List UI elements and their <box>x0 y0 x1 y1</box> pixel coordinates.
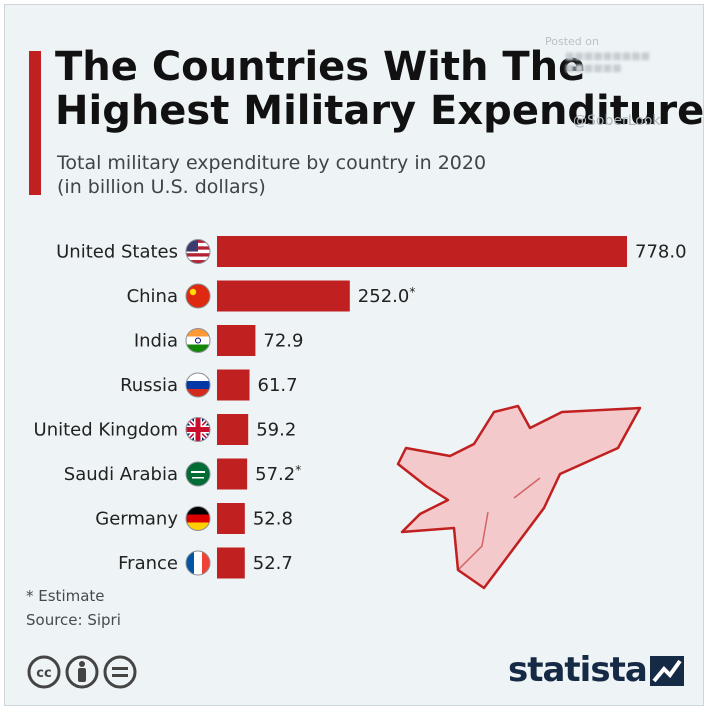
posted-date-blurred: ■■■■■■■■■ ■■■■■■ <box>565 51 651 74</box>
value-label: 778.0 <box>635 242 687 263</box>
page-title: The Countries With The Highest Military … <box>55 44 705 134</box>
bar-row: United States 778.0 <box>56 236 687 267</box>
social-handle: @SoberLook <box>573 113 661 129</box>
bar-row: United Kingdom 59.2 <box>34 414 296 445</box>
subtitle-line-2: (in billion U.S. dollars) <box>57 176 266 198</box>
france-flag-icon <box>185 550 211 576</box>
bar <box>217 280 350 312</box>
statista-logo-icon <box>650 656 684 686</box>
source-note: Source: Sipri <box>26 611 121 629</box>
china-flag-icon <box>185 283 211 309</box>
infographic-card: The Countries With The Highest Military … <box>4 4 704 706</box>
bar-row: Germany 52.8 <box>95 503 293 534</box>
value-label: 52.8 <box>253 509 293 530</box>
svg-text:cc: cc <box>36 666 51 681</box>
bar-row: Saudi Arabia 57.2* <box>64 458 301 490</box>
subtitle-line-1: Total military expenditure by country in… <box>57 152 487 174</box>
value-label: 52.7 <box>253 553 293 574</box>
bar <box>217 547 245 579</box>
footnote: * Estimate <box>26 587 105 605</box>
value-label: 72.9 <box>263 331 303 352</box>
india-flag-icon <box>185 328 211 353</box>
category-label: Russia <box>120 375 178 396</box>
bar <box>217 325 256 356</box>
attribution-icon <box>65 655 99 689</box>
bar <box>217 414 249 445</box>
value-label: 57.2* <box>255 463 301 485</box>
category-label: Saudi Arabia <box>64 464 178 485</box>
bar <box>217 236 627 267</box>
creative-commons-icon: cc <box>27 655 61 689</box>
category-label: China <box>127 286 178 307</box>
bar-chart: United States 778.0 China 252.0* India 72.9 Ru… <box>34 236 687 579</box>
category-label: France <box>118 553 178 574</box>
russia-flag-icon <box>185 372 211 398</box>
bar <box>217 369 250 401</box>
saudi-arabia-flag-icon <box>185 461 211 487</box>
category-label: Germany <box>95 509 178 530</box>
bar-row: France 52.7 <box>118 547 293 579</box>
statista-logo-text: statista <box>508 650 648 690</box>
bar-row: China 252.0* <box>127 280 416 312</box>
category-label: United Kingdom <box>34 420 178 441</box>
value-label: 252.0* <box>358 285 416 307</box>
license-icons: cc <box>27 655 137 689</box>
category-label: United States <box>56 242 178 263</box>
category-label: India <box>134 331 178 352</box>
value-label: 61.7 <box>258 375 298 396</box>
value-label: 59.2 <box>256 420 296 441</box>
bar <box>217 503 245 534</box>
no-derivatives-icon <box>103 655 137 689</box>
posted-label: Posted on <box>545 35 599 48</box>
title-accent-bar <box>29 51 41 195</box>
bar <box>217 458 248 490</box>
uk-flag-icon <box>185 417 211 442</box>
fighter-jet-illustration <box>396 404 642 590</box>
bar-row: Russia 61.7 <box>120 369 298 401</box>
us-flag-icon <box>185 239 211 264</box>
germany-flag-icon <box>185 506 211 531</box>
bar-row: India 72.9 <box>134 325 303 356</box>
